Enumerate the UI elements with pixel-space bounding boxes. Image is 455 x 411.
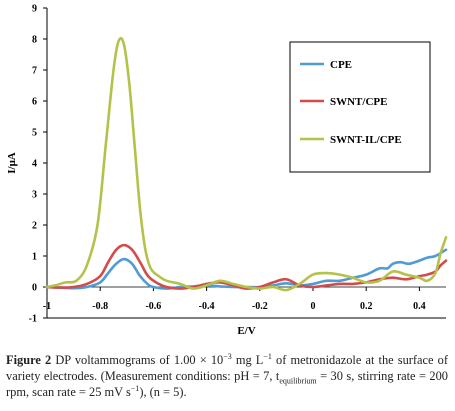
- y-tick-label: 7: [32, 66, 37, 77]
- legend-label-3: SWNT-IL/CPE: [330, 134, 402, 146]
- caption-text-1: DP voltammograms of 1.00 × 10: [51, 353, 224, 367]
- caption-text-3: of metronidazole at the surface of varie…: [6, 353, 448, 383]
- caption-text-4: = 30 s, stirring rate = 200 rpm, scan ra…: [6, 369, 448, 399]
- x-axis-title: E/V: [237, 325, 255, 337]
- caption-exp-3: −1: [130, 383, 140, 393]
- y-tick-label: 3: [32, 190, 37, 201]
- x-tick-label: 0.2: [360, 301, 373, 312]
- x-tick-label: 0.4: [413, 301, 426, 312]
- y-tick-label: 0: [32, 283, 37, 294]
- caption-exp-2: −1: [263, 351, 272, 361]
- caption-exp-1: −3: [223, 351, 232, 361]
- y-tick-label: 5: [32, 128, 37, 139]
- legend-label-1: CPE: [330, 59, 352, 71]
- y-tick-label: 2: [32, 221, 37, 232]
- y-tick-label: 1: [32, 252, 37, 263]
- caption-text-2: mg L: [231, 353, 264, 367]
- figure-caption: Figure 2 DP voltammograms of 1.00 × 10−3…: [6, 352, 448, 400]
- series-line-1: [45, 248, 448, 290]
- caption-text-5: ), (n = 5).: [139, 385, 187, 399]
- x-tick-label: -0.4: [199, 301, 215, 312]
- y-tick-label: 8: [32, 35, 37, 46]
- legend-label-2: SWNT/CPE: [330, 96, 387, 108]
- x-tick-label: -0.8: [92, 301, 108, 312]
- y-tick-label: -1: [29, 314, 37, 325]
- x-tick-label: -0.2: [252, 301, 268, 312]
- series-line-2: [45, 243, 448, 290]
- y-tick-label: 4: [32, 159, 37, 170]
- y-axis-title: I/μA: [6, 152, 18, 174]
- caption-lead: Figure 2: [6, 353, 52, 367]
- y-tick-label: 9: [32, 4, 37, 15]
- x-tick-label: -1: [43, 301, 51, 312]
- caption-sub-1: equilibrium: [279, 376, 317, 386]
- x-tick-label: 0: [311, 301, 316, 312]
- voltammogram-chart: -1 0 1 2 3 4 5 6 7 8 9 -1 -0.8 -0.6 -0.4 -0.2 0 0.2 0.4 E/V…: [6, 4, 448, 337]
- x-tick-label: -0.6: [145, 301, 161, 312]
- series-line-3: [45, 36, 448, 292]
- y-tick-label: 6: [32, 97, 37, 108]
